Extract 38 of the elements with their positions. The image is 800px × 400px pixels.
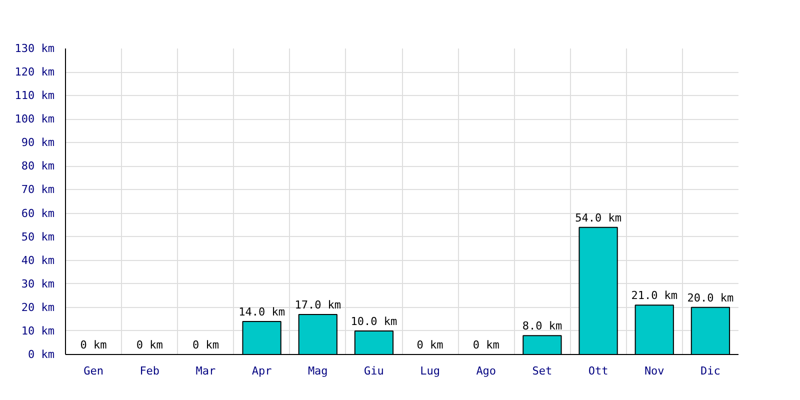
data-label: 0 km [472,338,500,352]
data-label: 10.0 km [350,314,398,328]
y-tick-label: 30 km [21,277,55,290]
data-label: 0 km [416,338,444,352]
x-tick-label: Dic [700,364,720,378]
x-tick-label: Nov [644,364,665,378]
y-tick-label: 90 km [21,136,55,150]
data-label: 14.0 km [238,306,286,319]
x-tick-label: Set [532,364,552,378]
x-tick-label: Apr [252,364,272,378]
data-label: 0 km [136,338,164,352]
y-tick-label: 0 km [28,348,55,361]
x-tick-label: Ago [476,364,496,378]
y-tick-label: 40 km [21,254,55,267]
y-tick-label: 10 km [21,324,55,338]
y-tick-label: 110 km [14,89,55,102]
x-tick-label: Feb [140,364,160,378]
y-tick-label: 130 km [14,42,55,55]
data-label: 8.0 km [522,320,562,333]
data-label: 17.0 km [294,298,342,312]
y-tick-label: 20 km [21,300,55,314]
y-tick-label: 70 km [21,183,55,196]
data-label: 21.0 km [631,289,678,302]
y-tick-label: 120 km [14,66,55,79]
data-label: 0 km [192,338,220,352]
y-tick-label: 50 km [21,230,55,244]
x-tick-label: Giu [364,364,384,378]
data-label: 20.0 km [687,291,734,304]
y-tick-label: 100 km [14,112,55,126]
y-tick-label: 80 km [21,160,55,173]
data-label: 54.0 km [575,211,622,224]
x-tick-label: Mag [308,364,328,378]
x-tick-label: Gen [84,364,104,378]
data-label: 0 km [80,338,108,352]
y-tick-label: 60 km [21,206,55,220]
x-tick-label: Ott [588,364,608,378]
x-tick-label: Mar [196,364,216,378]
x-tick-label: Lug [420,364,440,378]
